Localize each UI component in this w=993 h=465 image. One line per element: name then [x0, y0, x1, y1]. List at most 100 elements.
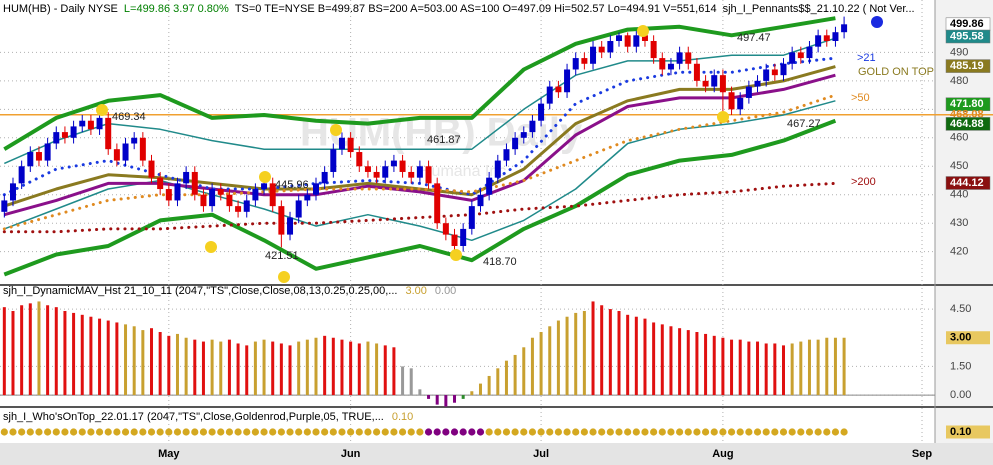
candle-body: [815, 35, 822, 47]
candle-body: [304, 194, 311, 201]
price-flag-label: 499.86: [950, 18, 984, 30]
signal-dot: [347, 428, 355, 436]
signal-dot: [208, 428, 216, 436]
price-flag: [945, 176, 991, 190]
candle-body: [451, 234, 458, 246]
price-flag: [945, 97, 991, 111]
histogram-bar: [816, 339, 820, 396]
histogram-bar: [340, 339, 344, 396]
signal-dot: [814, 428, 822, 436]
histogram-bar: [323, 335, 327, 396]
histogram-bar: [643, 318, 647, 396]
y-tick-label: 1.50: [950, 360, 971, 372]
candle-body: [330, 149, 337, 172]
signal-dot: [554, 428, 563, 436]
candle-body: [823, 35, 830, 41]
histogram-bar: [375, 343, 379, 396]
indicator-name: sjh_I_DynamicMAV_Hst 21_10_11 (2047,"TS"…: [3, 285, 397, 297]
candle-body: [113, 149, 120, 161]
signal-dot: [762, 428, 770, 436]
histogram-bar: [150, 328, 154, 396]
signal-dot: [113, 428, 121, 436]
signal-dot: [0, 428, 8, 436]
histogram-bar: [63, 310, 67, 396]
histogram-bar: [227, 339, 231, 396]
histogram-bar: [695, 332, 699, 396]
histogram-bar: [427, 395, 431, 399]
histogram-bar: [781, 345, 785, 396]
signal-dot: [485, 428, 493, 436]
price-annotation: 497.47: [737, 32, 771, 44]
price-annotation: 421.51: [265, 250, 299, 262]
signal-dot: [719, 428, 727, 436]
candle-body: [659, 58, 666, 70]
histogram-bar: [54, 307, 58, 396]
candle-body: [1, 200, 8, 212]
candle-body: [269, 183, 276, 207]
signal-dot: [676, 428, 684, 436]
signal-dot: [710, 428, 718, 436]
candle-body: [373, 171, 380, 178]
signal-dot: [745, 428, 753, 436]
signal-dot: [295, 428, 303, 436]
y-tick-label: 460: [950, 132, 968, 144]
y-tick-label: 420: [950, 246, 968, 258]
price-flag-label: 471.80: [950, 98, 984, 110]
candle-body: [512, 137, 519, 150]
signal-dot: [35, 428, 43, 436]
candle-body: [633, 35, 640, 47]
signal-dot: [615, 428, 623, 436]
signal-dot: [251, 428, 259, 436]
histogram-bar: [167, 335, 171, 396]
histogram-bar: [634, 316, 638, 396]
signal-dot: [450, 428, 459, 436]
histogram-bar: [305, 339, 309, 396]
y-tick-label: 480: [950, 75, 968, 87]
signal-dot: [303, 428, 311, 436]
candle-body: [477, 194, 484, 207]
candle-body: [321, 171, 328, 184]
candle-body: [278, 206, 285, 235]
signal-dot: [779, 428, 788, 436]
histogram-bar: [530, 337, 534, 396]
candle-body: [157, 177, 164, 190]
signal-dot: [95, 428, 104, 436]
y-tick-label: 4.50: [950, 303, 971, 315]
histogram-bar: [132, 326, 136, 396]
indicator-value: 3.00: [405, 285, 426, 297]
histogram-bar: [574, 312, 578, 396]
candle-body: [87, 120, 94, 130]
histogram-bar: [271, 341, 275, 396]
signal-dot: [321, 428, 329, 436]
signal-dot: [69, 428, 78, 436]
signal-dot: [589, 428, 597, 436]
signal-dot: [9, 428, 17, 436]
signal-dot: [364, 428, 372, 436]
indicator-value: 0.10: [392, 411, 413, 423]
signal-dot: [61, 428, 69, 436]
signal-dot: [650, 428, 658, 436]
price-flag: [945, 29, 991, 44]
histogram-bar: [392, 347, 396, 396]
histogram-bar: [175, 333, 179, 396]
histogram-bar: [790, 343, 794, 396]
candle-body: [702, 80, 709, 87]
signal-dot: [372, 428, 381, 436]
y-tick-label: 450: [950, 160, 968, 172]
signal-dot: [87, 428, 95, 436]
histogram-bar: [409, 368, 413, 396]
histogram-bar: [141, 330, 145, 396]
signal-dot: [286, 428, 294, 436]
swing-marker: [259, 171, 271, 183]
signal-dot: [736, 428, 744, 436]
candle-body: [61, 132, 68, 138]
signal-dot: [771, 428, 779, 436]
candle-body: [711, 75, 718, 87]
y-tick-label: 490: [950, 46, 968, 58]
candle-body: [624, 35, 631, 47]
histogram-bar: [28, 303, 32, 396]
histogram-bar: [401, 366, 405, 396]
signal-dot: [416, 428, 424, 436]
signal-dot: [624, 428, 632, 436]
candle-body: [737, 97, 744, 110]
